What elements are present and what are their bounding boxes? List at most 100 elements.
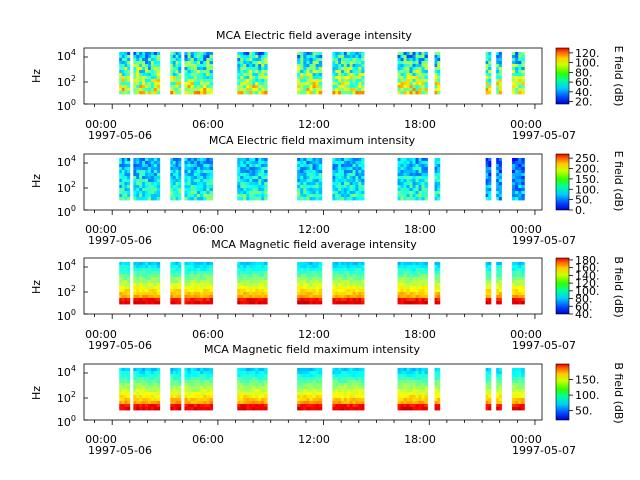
spectrogram-cell	[252, 55, 256, 59]
spectrogram-cell	[237, 380, 241, 384]
spectrogram-cell	[415, 176, 419, 180]
spectrogram-cell	[518, 280, 522, 284]
spectrogram-cell	[361, 401, 365, 405]
spectrogram-cell	[309, 398, 313, 402]
spectrogram-cell	[303, 271, 307, 275]
spectrogram-cell	[343, 380, 348, 384]
spectrogram-cell	[243, 194, 247, 198]
spectrogram-cell	[178, 161, 182, 165]
spectrogram-cell	[338, 374, 342, 378]
spectrogram-cell	[196, 386, 201, 390]
spectrogram-cell	[200, 265, 204, 269]
spectrogram-cell	[512, 79, 516, 83]
spectrogram-cell	[415, 91, 419, 95]
spectrogram-cell	[133, 194, 137, 198]
spectrogram-cell	[142, 79, 146, 83]
spectrogram-cell	[156, 55, 161, 59]
spectrogram-cell	[255, 268, 259, 272]
spectrogram-cell	[361, 64, 365, 68]
spectrogram-cell	[178, 395, 182, 399]
spectrogram-cell	[237, 392, 241, 396]
spectrogram-cell	[338, 380, 342, 384]
spectrogram-cell	[243, 392, 247, 396]
spectrogram-cell	[200, 377, 204, 381]
spectrogram-cell	[343, 283, 348, 287]
spectrogram-cell	[133, 407, 137, 411]
spectrogram-cell	[306, 274, 310, 278]
spectrogram-cell	[187, 277, 192, 281]
spectrogram-cell	[187, 76, 192, 80]
spectrogram-cell	[148, 76, 152, 80]
colorbar: E field (dB) 0.50.100.150.200.250.	[555, 151, 625, 217]
spectrogram-cell	[335, 67, 339, 71]
spectrogram-cell	[203, 265, 207, 269]
spectrogram-cell	[136, 395, 140, 399]
spectrogram-cell	[406, 407, 410, 411]
spectrogram-cell	[203, 377, 207, 381]
spectrogram-cell	[136, 91, 140, 95]
spectrogram-cell	[415, 271, 419, 275]
spectrogram-cell	[485, 374, 489, 378]
spectrogram-cell	[148, 164, 152, 168]
spectrogram-cell	[349, 158, 353, 162]
spectrogram-cell	[485, 55, 489, 59]
spectrogram-cell	[246, 368, 250, 372]
spectrogram-cell	[187, 407, 192, 411]
spectrogram-cell	[424, 82, 428, 86]
spectrogram-cell	[206, 383, 210, 387]
spectrogram-cell	[349, 368, 353, 372]
spectrogram-cell	[338, 274, 342, 278]
spectrogram-cell	[119, 295, 123, 299]
spectrogram-cell	[249, 88, 253, 92]
spectrogram-cell	[252, 188, 256, 192]
spectrogram-cell	[255, 191, 259, 195]
spectrogram-cell	[318, 274, 323, 278]
spectrogram-cell	[349, 262, 353, 266]
spectrogram-cell	[153, 188, 158, 192]
spectrogram-cell	[312, 194, 317, 198]
spectrogram-cell	[142, 280, 146, 284]
spectrogram-cell	[488, 368, 492, 372]
spectrogram-cell	[121, 82, 125, 86]
spectrogram-cell	[498, 289, 502, 293]
spectrogram-cell	[206, 392, 210, 396]
spectrogram-cell	[496, 76, 500, 80]
spectrogram-cell	[437, 268, 441, 272]
spectrogram-cell	[121, 274, 125, 278]
spectrogram-cell	[142, 368, 146, 372]
spectrogram-cell	[400, 289, 404, 293]
spectrogram-cell	[485, 383, 489, 387]
spectrogram-cell	[332, 395, 336, 399]
spectrogram-cell	[178, 277, 182, 281]
spectrogram-cell	[306, 76, 310, 80]
spectrogram-cell	[237, 389, 241, 393]
spectrogram-cell	[203, 286, 207, 290]
spectrogram-cell	[403, 67, 407, 71]
spectrogram-cell	[312, 271, 317, 275]
x-tick-label: 18:00	[404, 118, 436, 131]
spectrogram-cell	[240, 188, 244, 192]
spectrogram-cell	[252, 368, 256, 372]
spectrogram-cell	[196, 292, 201, 296]
spectrogram-cell	[249, 383, 253, 387]
spectrogram-cell	[437, 389, 441, 393]
spectrogram-cell	[400, 392, 404, 396]
spectrogram-cell	[412, 182, 416, 186]
spectrogram-cell	[352, 64, 356, 68]
spectrogram-cell	[521, 197, 525, 201]
spectrogram-cell	[424, 271, 428, 275]
spectrogram-cell	[512, 271, 516, 275]
x-date-label: 1997-05-07	[512, 339, 576, 352]
spectrogram-cell	[172, 401, 176, 405]
spectrogram-cell	[127, 88, 131, 92]
spectrogram-cell	[418, 268, 422, 272]
spectrogram-cell	[343, 298, 348, 302]
spectrogram-cell	[190, 407, 195, 411]
spectrogram-cell	[261, 185, 265, 189]
spectrogram-cell	[252, 280, 256, 284]
spectrogram-cell	[512, 64, 516, 68]
spectrogram-cell	[341, 58, 345, 62]
spectrogram-cell	[418, 295, 422, 299]
spectrogram-cell	[200, 173, 204, 177]
spectrogram-cell	[306, 73, 310, 77]
